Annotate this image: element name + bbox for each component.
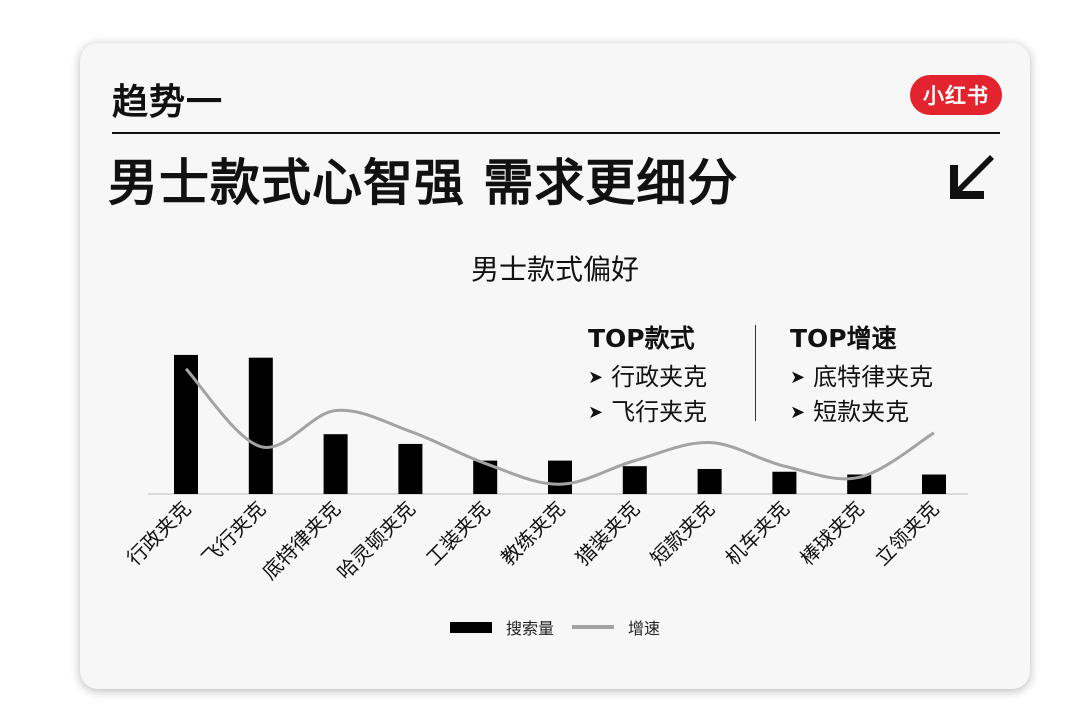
callout-item: ➤ 行政夹克 [588, 361, 707, 396]
bar [398, 443, 423, 494]
callout-top-growth: TOP增速 ➤ 底特律夹克 ➤ 短款夹克 [790, 319, 933, 431]
x-tick-label: 工装夹克 [421, 497, 495, 571]
legend-swatch-bar [449, 621, 492, 633]
callout-item-label: 行政夹克 [611, 363, 708, 391]
xiaohongshu-logo: 小红书 [910, 75, 1002, 115]
header-divider [112, 132, 1000, 134]
callout-top-styles: TOP款式 ➤ 行政夹克 ➤ 飞行夹克 [588, 319, 707, 431]
callout-title: TOP增速 [790, 324, 897, 353]
x-tick-label: 哈灵顿夹克 [332, 497, 420, 585]
bar [174, 354, 198, 494]
bar [622, 466, 647, 494]
arrow-marker-icon: ➤ [588, 367, 604, 388]
x-tick-label: 短款夹克 [646, 497, 720, 571]
arrow-down-left-icon [950, 155, 994, 199]
bar [922, 474, 946, 494]
section-kicker: 趋势一 [112, 82, 224, 123]
callout-item: ➤ 飞行夹克 [588, 396, 707, 431]
callout-item-label: 底特律夹克 [813, 363, 934, 391]
x-tick-label: 机车夹克 [720, 497, 794, 571]
chart-legend: 搜索量 增速 [80, 615, 1030, 639]
bar [323, 434, 348, 494]
arrow-marker-icon: ➤ [790, 367, 806, 388]
arrow-marker-icon: ➤ [790, 402, 806, 423]
page-title: 男士款式心智强 需求更细分 [108, 154, 739, 212]
callout-title: TOP款式 [588, 324, 695, 353]
x-tick-label: 棒球夹克 [795, 497, 869, 571]
legend-swatch-line [572, 625, 614, 629]
growth-line [184, 367, 935, 486]
arrow-marker-icon: ➤ [588, 402, 604, 423]
x-tick-label: 立领夹克 [870, 497, 944, 571]
x-tick-label: 底特律夹克 [257, 497, 345, 585]
bar [772, 471, 797, 494]
callout-item-label: 飞行夹克 [611, 398, 708, 426]
callout-item: ➤ 底特律夹克 [790, 361, 933, 396]
bar [248, 357, 273, 494]
callout-item-label: 短款夹克 [813, 398, 910, 426]
legend-label: 搜索量 [505, 619, 554, 638]
legend-entry-line: 增速 [572, 615, 660, 639]
x-tick-label: 飞行夹克 [197, 497, 271, 571]
bar [548, 460, 572, 494]
x-tick-label: 行政夹克 [122, 497, 196, 571]
legend-label: 增速 [628, 619, 661, 638]
callout-divider [755, 325, 756, 421]
callout-item: ➤ 短款夹克 [790, 396, 933, 431]
infographic-card: 趋势一 小红书 男士款式心智强 需求更细分 男士款式偏好 行政夹克 飞行夹克 底特律… [80, 43, 1030, 689]
x-tick-label: 猎装夹克 [571, 497, 645, 571]
x-tick-label: 教练夹克 [496, 497, 570, 571]
bar [697, 468, 722, 494]
legend-entry-bar: 搜索量 [449, 615, 554, 639]
chart-title: 男士款式偏好 [470, 253, 639, 286]
